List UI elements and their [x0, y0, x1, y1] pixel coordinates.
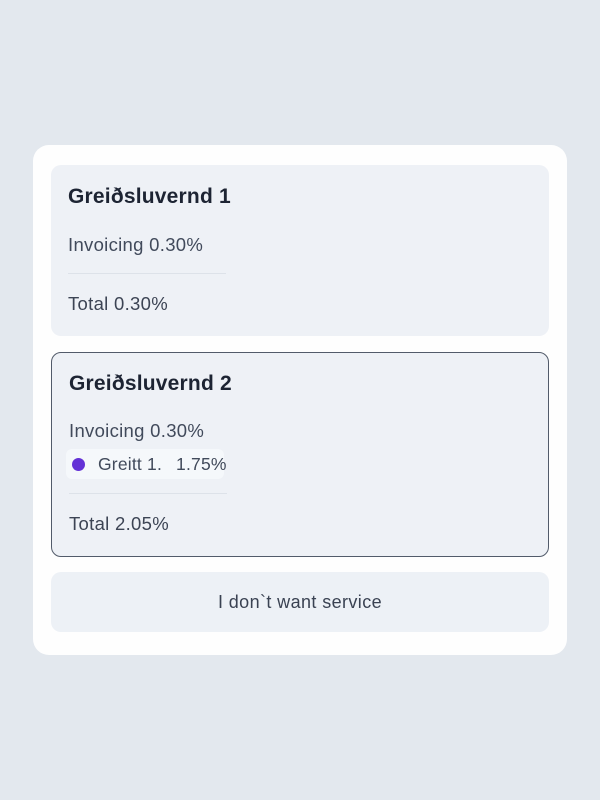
decline-service-button[interactable]: I don`t want service: [51, 572, 549, 632]
total-row: Total 0.30%: [68, 293, 532, 315]
option-card-greidsluvernd-2[interactable]: Greiðsluvernd 2 Invoicing 0.30% Greitt 1…: [51, 352, 549, 557]
payment-protection-panel: Greiðsluvernd 1 Invoicing 0.30% Total 0.…: [33, 145, 567, 655]
option-card-greidsluvernd-1[interactable]: Greiðsluvernd 1 Invoicing 0.30% Total 0.…: [51, 165, 549, 336]
greitt-value: 1.75%: [176, 453, 227, 474]
invoicing-fee-row: Invoicing 0.30%: [69, 420, 531, 442]
total-value: 0.30%: [114, 293, 168, 314]
total-label: Total: [68, 293, 109, 314]
greitt-bullet-row: Greitt 1. 1.75%: [66, 449, 227, 479]
divider: [69, 493, 227, 494]
invoicing-value: 0.30%: [150, 420, 205, 441]
invoicing-value: 0.30%: [149, 234, 204, 255]
total-row: Total 2.05%: [69, 513, 531, 535]
bullet-dot-icon: [72, 457, 85, 471]
option-title: Greiðsluvernd 1: [68, 185, 231, 208]
invoicing-label: Invoicing: [68, 234, 144, 255]
invoicing-label: Invoicing: [69, 420, 145, 441]
total-label: Total: [69, 513, 110, 534]
divider: [68, 273, 226, 274]
option-title: Greiðsluvernd 2: [69, 372, 232, 395]
greitt-label: Greitt 1.: [98, 453, 163, 474]
invoicing-fee-row: Invoicing 0.30%: [68, 234, 532, 256]
total-value: 2.05%: [115, 513, 169, 534]
